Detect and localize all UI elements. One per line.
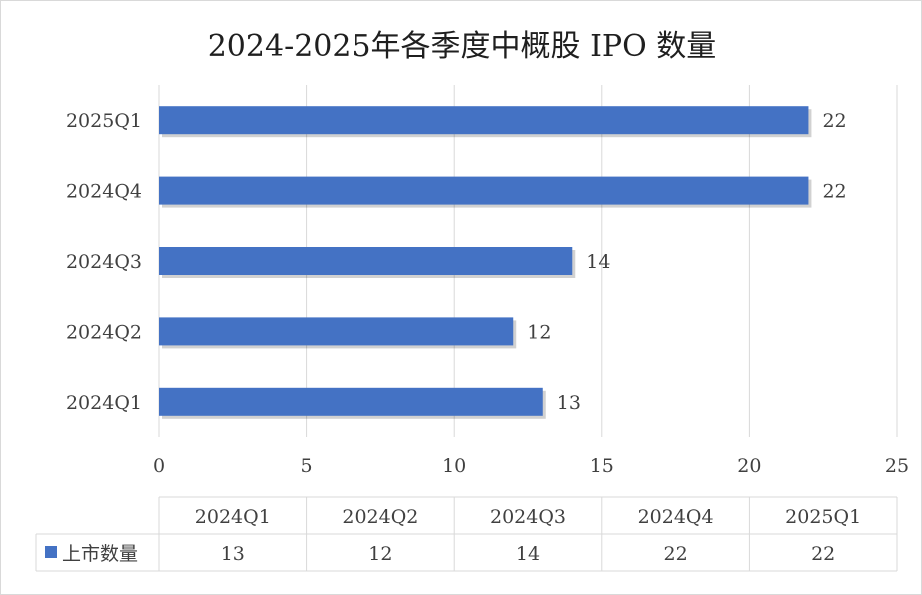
bars [159,106,812,419]
x-axis-ticks: 0 5 10 15 20 25 [153,455,909,477]
x-tick-label: 0 [153,455,165,477]
table-value-cell: 12 [368,543,392,565]
series-name: 上市数量 [62,543,138,565]
data-label: 22 [822,110,846,132]
y-tick-label: 2025Q1 [66,110,142,132]
y-tick-label: 2024Q2 [66,321,142,343]
data-labels: 13 12 14 22 22 [527,110,846,414]
x-tick-label: 20 [737,455,761,477]
bar-2024Q3 [159,247,573,275]
table-value-cell: 22 [811,543,835,565]
chart-title: 2024-2025年各季度中概股 IPO 数量 [208,29,717,64]
table-header-cell: 2024Q1 [195,506,271,528]
data-label: 13 [557,392,581,414]
data-label: 12 [527,321,551,343]
bar-2025Q1 [159,106,809,135]
y-tick-label: 2024Q4 [66,181,142,203]
bar-2024Q4 [159,176,809,205]
bar-2024Q2 [159,317,514,346]
legend-key [45,546,57,558]
table-header-cell: 2024Q4 [638,506,714,528]
data-label: 22 [822,181,846,203]
bar-2024Q1 [159,387,543,416]
y-tick-label: 2024Q3 [66,251,142,273]
table-value-cell: 14 [516,543,540,565]
table-header-cell: 2024Q3 [490,506,566,528]
data-table: 2024Q1 13 2024Q2 12 2024Q3 14 2024Q4 22 2025Q1 22… [35,496,898,572]
table-header-cell: 2025Q1 [785,506,861,528]
table-value-cell: 13 [221,543,245,565]
x-tick-label: 5 [301,455,313,477]
gridlines [158,85,898,437]
x-tick-label: 10 [442,455,466,477]
y-axis-ticks: 2024Q1 2024Q2 2024Q3 2024Q4 2025Q1 [66,110,142,414]
x-tick-label: 15 [590,455,614,477]
data-label: 14 [586,251,610,273]
y-tick-label: 2024Q1 [66,392,142,414]
x-tick-label: 25 [885,455,909,477]
table-value-cell: 22 [664,543,688,565]
table-header-cell: 2024Q2 [342,506,418,528]
